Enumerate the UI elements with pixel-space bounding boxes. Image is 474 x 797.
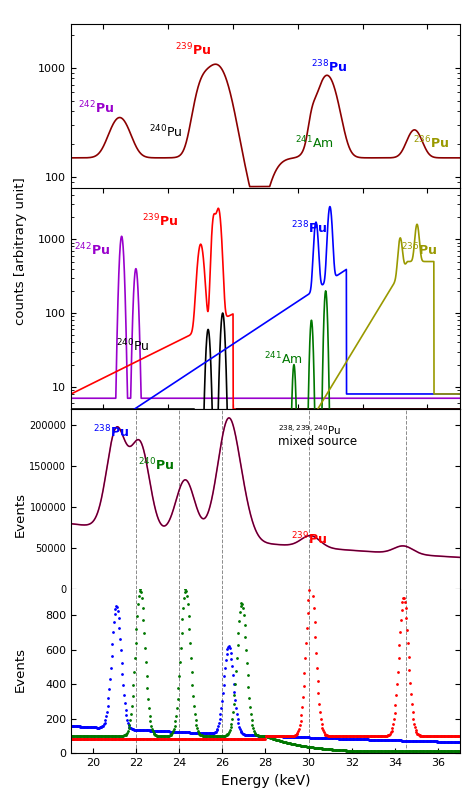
Text: $^{242}$Pu: $^{242}$Pu xyxy=(74,242,110,259)
Text: $^{240}$Pu: $^{240}$Pu xyxy=(138,457,174,473)
Text: Events: Events xyxy=(14,492,27,536)
Text: $^{239}$Pu: $^{239}$Pu xyxy=(292,531,328,548)
Text: mixed source: mixed source xyxy=(278,435,357,448)
Text: $^{242}$Pu: $^{242}$Pu xyxy=(78,100,114,116)
X-axis label: Energy (keV): Energy (keV) xyxy=(221,774,310,787)
X-axis label: Energy [keV]: Energy [keV] xyxy=(220,430,310,443)
Text: $^{239}$Pu: $^{239}$Pu xyxy=(142,213,179,230)
Text: counts [arbitrary unit]: counts [arbitrary unit] xyxy=(14,177,27,325)
Text: $^{236}$Pu: $^{236}$Pu xyxy=(413,134,449,151)
Text: $^{241}$Am: $^{241}$Am xyxy=(294,134,333,151)
Text: Events: Events xyxy=(14,647,27,692)
Text: $^{238}$Pu: $^{238}$Pu xyxy=(311,59,347,76)
Text: $^{240}$Pu: $^{240}$Pu xyxy=(117,338,150,355)
Text: $^{238}$Pu: $^{238}$Pu xyxy=(292,220,328,237)
Text: $^{240}$Pu: $^{240}$Pu xyxy=(149,124,182,140)
Text: $^{238,239,240}$Pu: $^{238,239,240}$Pu xyxy=(278,423,342,437)
Text: $^{238}$Pu: $^{238}$Pu xyxy=(93,424,129,441)
Text: $^{239}$Pu: $^{239}$Pu xyxy=(175,41,211,58)
Text: $^{241}$Am: $^{241}$Am xyxy=(264,351,302,367)
Text: $^{236}$Pu: $^{236}$Pu xyxy=(401,242,438,259)
